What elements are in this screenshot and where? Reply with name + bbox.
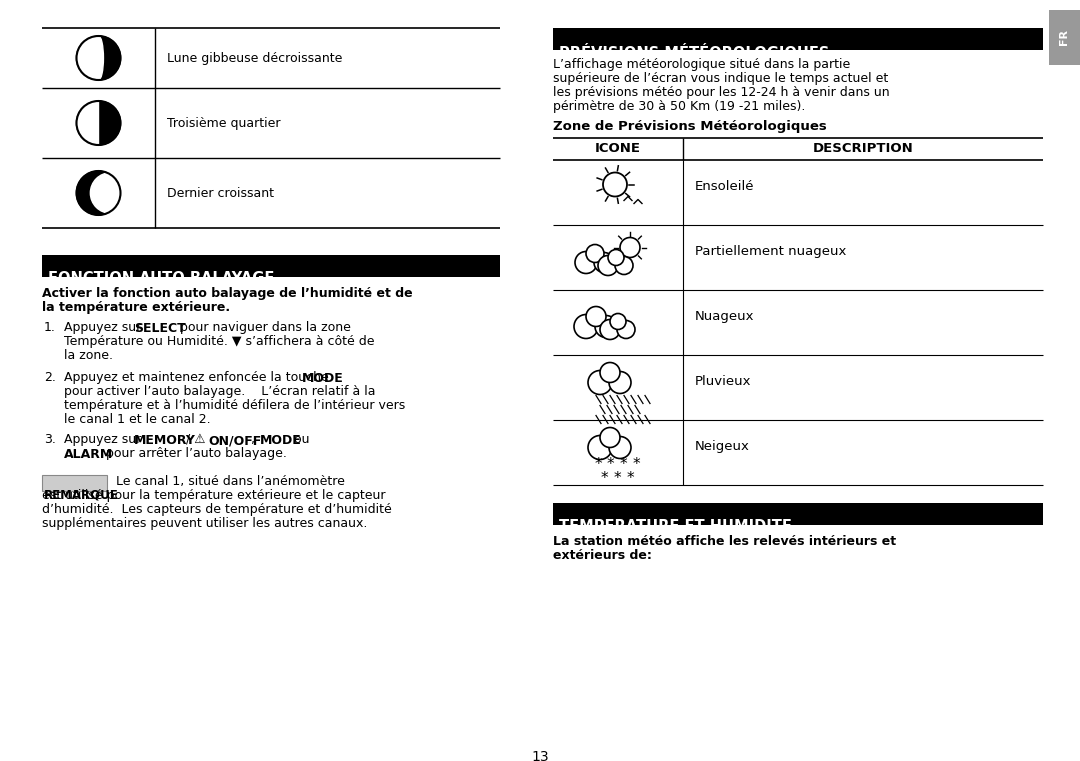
Circle shape	[608, 250, 624, 266]
Text: TEMPERATURE ET HUMIDITE: TEMPERATURE ET HUMIDITE	[559, 519, 792, 534]
Text: Neigeux: Neigeux	[696, 440, 750, 453]
Text: le canal 1 et le canal 2.: le canal 1 et le canal 2.	[64, 413, 211, 426]
Circle shape	[620, 237, 640, 257]
Text: Ensoleilé: Ensoleilé	[696, 180, 755, 193]
Text: *: *	[606, 457, 613, 472]
Wedge shape	[77, 101, 98, 145]
Text: Le canal 1, situé dans l’anémomètre: Le canal 1, situé dans l’anémomètre	[112, 475, 345, 488]
Text: SELECT: SELECT	[134, 322, 186, 335]
Text: supérieure de l’écran vous indique le temps actuel et: supérieure de l’écran vous indique le te…	[553, 72, 888, 85]
Text: *: *	[600, 471, 608, 486]
Text: d’humidité.  Les capteurs de température et d’humidité: d’humidité. Les capteurs de température …	[42, 503, 392, 516]
Circle shape	[77, 36, 121, 80]
Text: ou: ou	[291, 433, 310, 446]
Circle shape	[588, 371, 612, 394]
Circle shape	[77, 101, 121, 145]
Circle shape	[91, 173, 131, 213]
Text: *: *	[619, 457, 626, 472]
Text: Zone de Prévisions Météorologiques: Zone de Prévisions Météorologiques	[553, 120, 827, 133]
Text: MODE: MODE	[260, 434, 301, 447]
Text: Température ou Humidité. ▼ s’affichera à côté de: Température ou Humidité. ▼ s’affichera à…	[64, 335, 375, 348]
Text: les prévisions météo pour les 12-24 h à venir dans un: les prévisions météo pour les 12-24 h à …	[553, 86, 890, 99]
Circle shape	[575, 251, 597, 273]
Text: Appuyez sur: Appuyez sur	[64, 433, 145, 446]
Text: supplémentaires peuvent utiliser les autres canaux.: supplémentaires peuvent utiliser les aut…	[42, 517, 367, 530]
Circle shape	[594, 253, 615, 272]
Circle shape	[615, 256, 633, 275]
Circle shape	[609, 437, 631, 458]
Text: périmètre de 30 à 50 Km (19 -21 miles).: périmètre de 30 à 50 Km (19 -21 miles).	[553, 100, 806, 113]
Circle shape	[609, 371, 631, 393]
Circle shape	[77, 171, 121, 215]
Text: Dernier croissant: Dernier croissant	[167, 187, 274, 200]
Text: Appuyez sur: Appuyez sur	[64, 321, 145, 334]
Text: ALARM: ALARM	[64, 448, 113, 461]
Text: *: *	[594, 457, 602, 472]
FancyBboxPatch shape	[1049, 10, 1080, 65]
Text: température et à l’humidité défilera de l’intérieur vers: température et à l’humidité défilera de …	[64, 399, 405, 412]
Text: la zone.: la zone.	[64, 349, 113, 362]
Text: MODE: MODE	[302, 372, 343, 385]
Text: Pluvieux: Pluvieux	[696, 375, 752, 388]
Circle shape	[586, 244, 604, 263]
Text: Activer la fonction auto balayage de l’humidité et de: Activer la fonction auto balayage de l’h…	[42, 287, 413, 300]
Text: ON/OFF: ON/OFF	[208, 434, 261, 447]
Text: 2.: 2.	[44, 371, 56, 384]
FancyBboxPatch shape	[553, 28, 1043, 50]
Text: pour naviguer dans la zone: pour naviguer dans la zone	[176, 321, 351, 334]
Text: ,: ,	[251, 433, 259, 446]
Text: L’affichage météorologique situé dans la partie: L’affichage météorologique situé dans la…	[553, 58, 850, 71]
Text: DESCRIPTION: DESCRIPTION	[812, 142, 914, 155]
Text: / ⚠: / ⚠	[183, 433, 210, 446]
Text: *: *	[613, 471, 621, 486]
Text: MEMORY: MEMORY	[134, 434, 195, 447]
Text: FONCTION AUTO BALAYAGE: FONCTION AUTO BALAYAGE	[48, 271, 274, 286]
Text: *: *	[626, 471, 634, 486]
Text: Troisième quartier: Troisième quartier	[167, 117, 281, 130]
Text: ICONE: ICONE	[595, 142, 642, 155]
Text: Appuyez et maintenez enfoncée la touche: Appuyez et maintenez enfoncée la touche	[64, 371, 333, 384]
Text: 3.: 3.	[44, 433, 56, 446]
Ellipse shape	[94, 36, 104, 80]
Wedge shape	[77, 36, 98, 80]
Circle shape	[617, 320, 635, 339]
Circle shape	[600, 428, 620, 447]
Circle shape	[595, 316, 617, 337]
Text: *: *	[632, 457, 639, 472]
Circle shape	[598, 256, 618, 275]
Text: 1.: 1.	[44, 321, 56, 334]
Text: pour activer l’auto balayage.    L’écran relatif à la: pour activer l’auto balayage. L’écran re…	[64, 385, 376, 398]
Text: 13: 13	[531, 750, 549, 761]
FancyBboxPatch shape	[553, 503, 1043, 525]
Text: pour arrêter l’auto balayage.: pour arrêter l’auto balayage.	[102, 447, 287, 460]
Text: La station météo affiche les relevés intérieurs et: La station météo affiche les relevés int…	[553, 535, 896, 548]
Text: REMARQUE: REMARQUE	[44, 488, 119, 501]
FancyBboxPatch shape	[42, 475, 107, 491]
Circle shape	[600, 362, 620, 383]
FancyBboxPatch shape	[42, 255, 500, 277]
Circle shape	[603, 173, 627, 196]
Circle shape	[600, 320, 620, 339]
Text: PRÉVISIONS MÉTÉOROLOGIQUES: PRÉVISIONS MÉTÉOROLOGIQUES	[559, 44, 829, 61]
Text: extérieurs de:: extérieurs de:	[553, 549, 652, 562]
Text: Partiellement nuageux: Partiellement nuageux	[696, 245, 847, 258]
Text: la température extérieure.: la température extérieure.	[42, 301, 230, 314]
Text: est utilisé pour la température extérieure et le capteur: est utilisé pour la température extérieu…	[42, 489, 386, 502]
Circle shape	[588, 435, 612, 460]
Circle shape	[586, 307, 606, 326]
Text: FR: FR	[1059, 29, 1069, 45]
Circle shape	[573, 314, 598, 339]
Text: Nuageux: Nuageux	[696, 310, 755, 323]
Text: Lune gibbeuse décroissante: Lune gibbeuse décroissante	[167, 52, 342, 65]
Circle shape	[610, 314, 626, 330]
